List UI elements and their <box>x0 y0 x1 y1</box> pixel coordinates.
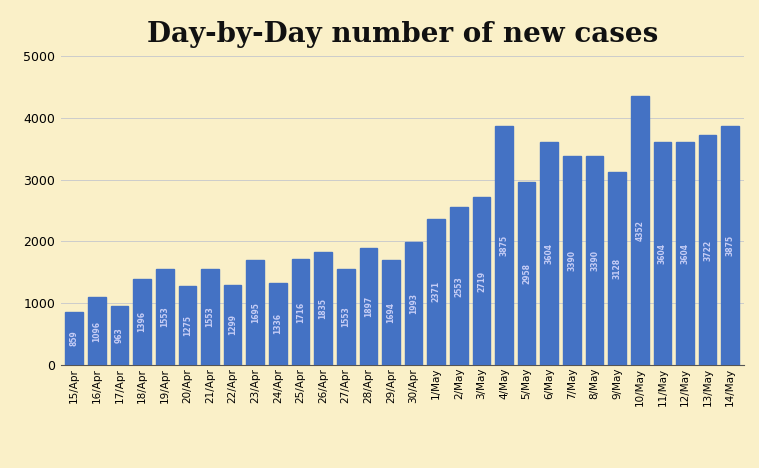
Text: 3875: 3875 <box>499 235 509 256</box>
Bar <box>291 259 310 365</box>
Text: 3128: 3128 <box>613 258 622 279</box>
Text: 1396: 1396 <box>137 311 146 332</box>
Bar <box>247 260 264 365</box>
Text: 859: 859 <box>70 330 79 346</box>
Text: 4352: 4352 <box>635 220 644 241</box>
Bar <box>337 269 354 365</box>
Text: 2371: 2371 <box>432 281 441 302</box>
Bar <box>405 242 423 365</box>
Text: 3604: 3604 <box>681 243 689 264</box>
Bar <box>473 197 490 365</box>
Text: 1336: 1336 <box>273 313 282 334</box>
Bar <box>540 142 558 365</box>
Text: 1694: 1694 <box>386 302 395 323</box>
Text: 3722: 3722 <box>703 240 712 261</box>
Text: 963: 963 <box>115 328 124 343</box>
Text: 1993: 1993 <box>409 293 418 314</box>
Bar <box>518 183 536 365</box>
Text: 1096: 1096 <box>93 321 102 342</box>
Text: 2719: 2719 <box>477 271 486 292</box>
Text: 3875: 3875 <box>726 235 735 256</box>
Bar <box>427 219 445 365</box>
Text: 1553: 1553 <box>160 307 169 328</box>
Text: 3604: 3604 <box>658 243 667 264</box>
Text: 1695: 1695 <box>250 302 260 323</box>
Bar <box>314 252 332 365</box>
Bar <box>450 207 468 365</box>
Text: 1275: 1275 <box>183 315 192 336</box>
Text: 1716: 1716 <box>296 301 305 322</box>
Bar <box>586 156 603 365</box>
Text: 1897: 1897 <box>364 296 373 317</box>
Text: 1553: 1553 <box>206 307 215 328</box>
Bar <box>608 172 626 365</box>
Bar <box>65 312 83 365</box>
Bar <box>495 125 513 365</box>
Bar <box>178 286 197 365</box>
Bar <box>382 260 400 365</box>
Text: 1835: 1835 <box>319 298 328 319</box>
Bar <box>653 142 671 365</box>
Bar <box>111 306 128 365</box>
Bar <box>224 285 241 365</box>
Bar <box>721 125 739 365</box>
Bar <box>201 269 219 365</box>
Bar <box>676 142 694 365</box>
Text: 3390: 3390 <box>568 250 576 271</box>
Text: 2553: 2553 <box>455 276 463 297</box>
Bar <box>563 156 581 365</box>
Text: 3604: 3604 <box>545 243 554 264</box>
Title: Day-by-Day number of new cases: Day-by-Day number of new cases <box>146 21 658 48</box>
Text: 1299: 1299 <box>228 314 237 336</box>
Text: 3390: 3390 <box>590 250 599 271</box>
Text: 2958: 2958 <box>522 263 531 284</box>
Bar <box>134 279 151 365</box>
Bar <box>156 269 174 365</box>
Bar <box>269 283 287 365</box>
Bar <box>699 135 716 365</box>
Bar <box>360 248 377 365</box>
Bar <box>88 297 106 365</box>
Bar <box>631 96 649 365</box>
Text: 1553: 1553 <box>342 307 350 328</box>
